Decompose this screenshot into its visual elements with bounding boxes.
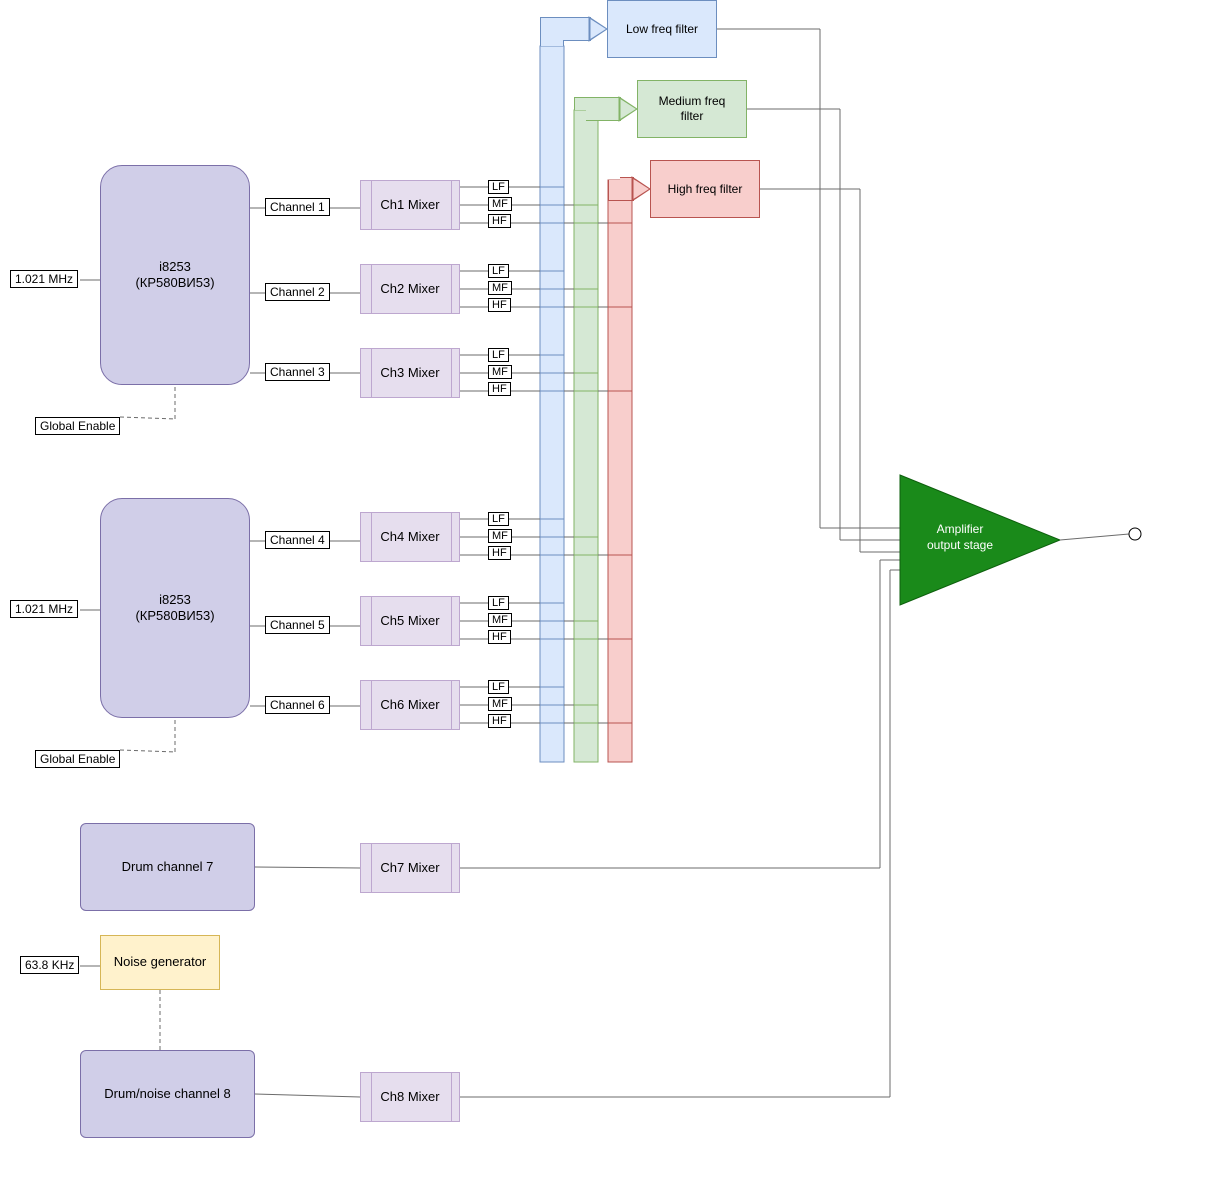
noise-generator: Noise generator (100, 935, 220, 990)
ch2-mixer-lf-label: LF (488, 264, 509, 278)
ch3-mixer-lf-label: LF (488, 348, 509, 362)
ch3-mixer-mf-label: MF (488, 365, 512, 379)
amplifier-output-stage: Amplifieroutput stage (910, 522, 1010, 553)
ch6-mixer-lf-label: LF (488, 680, 509, 694)
ch1-mixer: Ch1 Mixer (360, 180, 460, 230)
global-enable-label-2: Global Enable (35, 750, 120, 768)
ch1-mixer-lf-label: LF (488, 180, 509, 194)
channel-label-channel-2: Channel 2 (265, 283, 330, 301)
timer-chip-2: i8253(КР580ВИ53) (100, 498, 250, 718)
ch5-mixer-hf-label: HF (488, 630, 511, 644)
drum-channel-7: Drum channel 7 (80, 823, 255, 911)
ch6-mixer: Ch6 Mixer (360, 680, 460, 730)
channel-label-channel-3: Channel 3 (265, 363, 330, 381)
ch5-mixer-lf-label: LF (488, 596, 509, 610)
ch2-mixer-hf-label: HF (488, 298, 511, 312)
ch6-mixer-hf-label: HF (488, 714, 511, 728)
ch5-mixer: Ch5 Mixer (360, 596, 460, 646)
global-enable-label-1: Global Enable (35, 417, 120, 435)
hf-filter: High freq filter (650, 160, 760, 218)
diagram-canvas: i8253(КР580ВИ53) 1.021 MHz Channel 1 Channe… (0, 0, 1225, 1181)
channel-label-channel-6: Channel 6 (265, 696, 330, 714)
ch4-mixer-mf-label: MF (488, 529, 512, 543)
ch6-mixer-mf-label: MF (488, 697, 512, 711)
ch4-mixer-hf-label: HF (488, 546, 511, 560)
ch3-mixer: Ch3 Mixer (360, 348, 460, 398)
ch5-mixer-mf-label: MF (488, 613, 512, 627)
channel-label-channel-5: Channel 5 (265, 616, 330, 634)
mf-filter: Medium freqfilter (637, 80, 747, 138)
ch1-mixer-mf-label: MF (488, 197, 512, 211)
ch4-mixer-lf-label: LF (488, 512, 509, 526)
channel-label-channel-1: Channel 1 (265, 198, 330, 216)
timer-chip-1: i8253(КР580ВИ53) (100, 165, 250, 385)
lf-filter: Low freq filter (607, 0, 717, 58)
ch4-mixer: Ch4 Mixer (360, 512, 460, 562)
noise-clock-label: 63.8 KHz (20, 956, 79, 974)
ch2-mixer: Ch2 Mixer (360, 264, 460, 314)
ch7-mixer: Ch7 Mixer (360, 843, 460, 893)
drum-noise-channel-8: Drum/noise channel 8 (80, 1050, 255, 1138)
ch8-mixer: Ch8 Mixer (360, 1072, 460, 1122)
channel-label-channel-4: Channel 4 (265, 531, 330, 549)
clock-label-1: 1.021 MHz (10, 270, 78, 288)
ch3-mixer-hf-label: HF (488, 382, 511, 396)
ch1-mixer-hf-label: HF (488, 214, 511, 228)
clock-label-2: 1.021 MHz (10, 600, 78, 618)
ch2-mixer-mf-label: MF (488, 281, 512, 295)
